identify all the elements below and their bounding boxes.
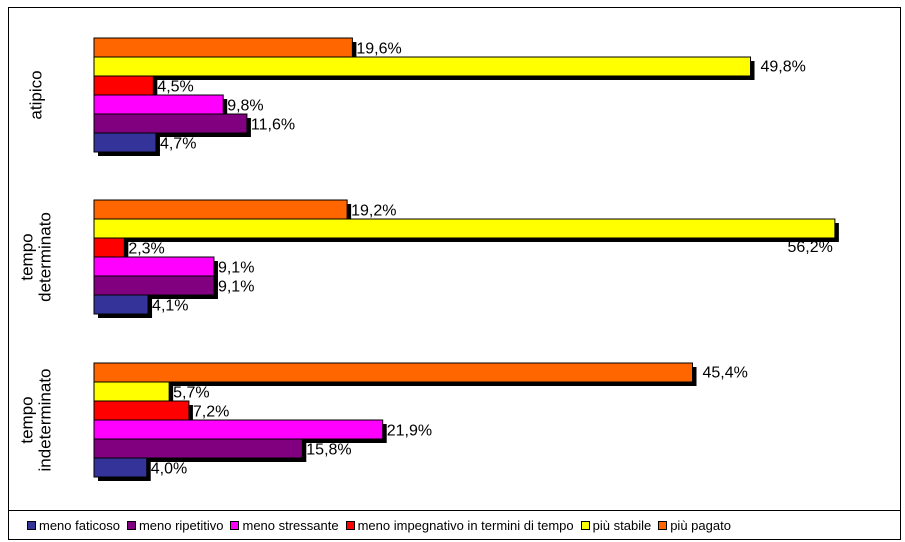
bar-meno-faticoso: [93, 294, 149, 315]
bar-più-stabile: [93, 218, 836, 239]
legend-swatch: [580, 521, 590, 530]
legend-swatch: [126, 521, 136, 530]
data-label: 4,5%: [157, 79, 193, 96]
group-tempo-indeterminato: tempo indeterminato 45,4% 5,7% 7,2% 21,9% 15,8…: [17, 362, 748, 481]
bar-meno-faticoso: [93, 457, 148, 478]
bar-più-stabile: [93, 56, 752, 77]
data-label: 9,1%: [218, 260, 254, 277]
bar-meno-impegnativo-in-termini-di-tempo: [93, 75, 154, 96]
data-label: 21,9%: [387, 423, 432, 440]
group-label: atipico: [26, 70, 45, 119]
legend-label: meno impegnativo in termini di tempo: [357, 518, 574, 533]
legend-label: più pagato: [670, 518, 731, 533]
data-label: 19,6%: [356, 41, 401, 58]
data-label: 4,1%: [152, 298, 188, 315]
data-label: 7,2%: [193, 404, 229, 421]
legend-item: meno impegnativo in termini di tempo: [345, 518, 574, 533]
legend-swatch: [658, 521, 668, 530]
group-atipico: atipico 19,6% 49,8% 4,5% 9,8% 11,6% 4,7%: [26, 37, 806, 156]
bar-più-pagato: [93, 362, 694, 383]
legend-label: meno ripetitivo: [138, 518, 224, 533]
group-label: indeterminato: [35, 368, 54, 471]
bar-meno-ripetitivo: [93, 275, 215, 296]
data-label: 19,2%: [351, 203, 396, 220]
data-label: 5,7%: [173, 385, 209, 402]
legend-label: meno faticoso: [39, 518, 120, 533]
bar-meno-faticoso: [93, 132, 157, 153]
data-label: 9,1%: [218, 279, 254, 296]
bar-meno-stressante: [93, 419, 384, 440]
bar-meno-impegnativo-in-termini-di-tempo: [93, 400, 190, 421]
bar-meno-impegnativo-in-termini-di-tempo: [93, 237, 125, 258]
legend-swatch: [27, 521, 36, 530]
group-tempo-determinato: tempo determinato 19,2% 56,2% 2,3% 9,1% 9,1% 4,…: [17, 199, 839, 318]
data-label: 9,8%: [227, 98, 263, 115]
legend-item: più stabile: [580, 518, 652, 533]
legend-swatch: [230, 521, 240, 530]
bar-più-stabile: [93, 381, 170, 402]
bar-meno-stressante: [93, 256, 215, 277]
legend-item: più pagato: [658, 518, 731, 533]
legend-label: meno stressante: [242, 518, 339, 533]
data-label: 45,4%: [703, 365, 748, 382]
data-label: 49,8%: [761, 59, 806, 76]
data-label: 4,0%: [151, 461, 187, 478]
chart-frame: atipico 19,6% 49,8% 4,5% 9,8% 11,6% 4,7% tempo d…: [8, 7, 901, 540]
data-label: 2,3%: [128, 241, 164, 258]
group-label: tempo: [17, 233, 36, 280]
data-label: 56,2%: [788, 239, 833, 256]
legend-swatch: [345, 521, 355, 530]
legend: meno faticoso meno ripetitivo meno stressa…: [9, 510, 900, 539]
data-label: 11,6%: [251, 117, 295, 134]
bar-meno-ripetitivo: [93, 113, 248, 134]
group-label: determinato: [35, 212, 54, 302]
data-label: 4,7%: [160, 136, 196, 153]
bar-più-pagato: [93, 37, 353, 58]
bar-meno-ripetitivo: [93, 438, 303, 459]
legend-item: meno ripetitivo: [126, 518, 224, 533]
group-label: tempo: [17, 396, 36, 443]
bar-più-pagato: [93, 199, 348, 220]
bar-meno-stressante: [93, 94, 224, 115]
legend-label: più stabile: [592, 518, 652, 533]
legend-item: meno stressante: [230, 518, 339, 533]
legend-item: meno faticoso: [27, 518, 120, 533]
data-label: 15,8%: [306, 442, 351, 459]
